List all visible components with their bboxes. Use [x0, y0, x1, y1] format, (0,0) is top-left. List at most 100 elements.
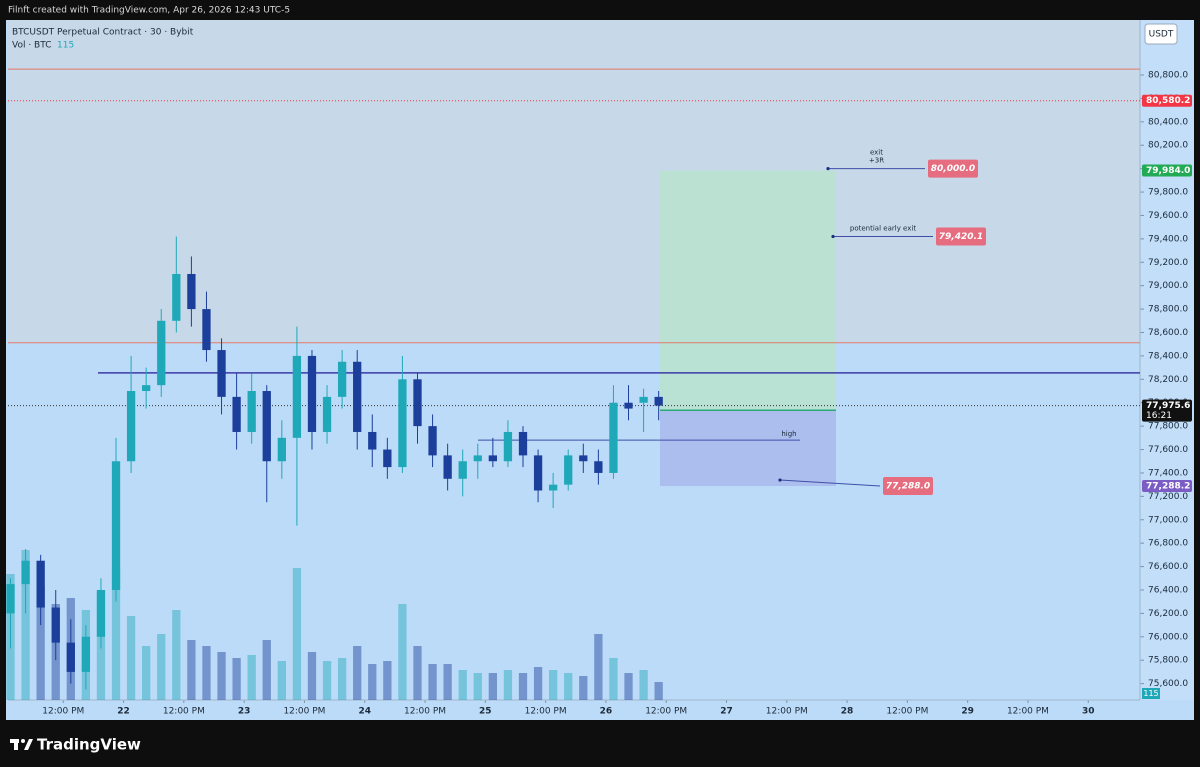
currency-box[interactable]: [1144, 23, 1178, 45]
volume-bar: [111, 568, 121, 700]
annotation-box: [928, 159, 978, 178]
volume-bar: [307, 652, 317, 700]
y-tick-label: 78,800.0: [1148, 305, 1188, 315]
price-axis: [1140, 20, 1194, 700]
target-zone: [660, 170, 836, 411]
annotation-box: [883, 477, 933, 496]
annotation-value: 77,288.0: [886, 482, 930, 492]
currency[interactable]: USDT: [1149, 30, 1174, 40]
candle-body: [428, 426, 437, 456]
y-tick-label: 76,600.0: [1148, 562, 1188, 572]
candle-body: [111, 461, 121, 590]
candle-body: [51, 607, 60, 643]
candle-body: [262, 391, 271, 462]
x-tick-label: 12:00 PM: [283, 707, 325, 717]
volume-bar: [639, 670, 648, 700]
volume-bar: [353, 646, 362, 700]
upper-zone: [8, 20, 1140, 343]
candle-body: [142, 385, 151, 392]
candle-body: [488, 455, 498, 462]
y-tick-label: 79,600.0: [1148, 211, 1188, 221]
volume-bar: [458, 670, 467, 700]
y-tick-label: 76,200.0: [1148, 609, 1188, 619]
x-tick-label: 27: [720, 707, 733, 717]
annotation-box: [936, 227, 986, 246]
volume-bar: [549, 670, 558, 700]
volume-bar: [383, 661, 392, 700]
credit: Filnft created with TradingView.com, Apr…: [8, 6, 290, 16]
x-tick-label: 26: [600, 707, 613, 717]
candle-body: [6, 584, 15, 614]
y-tick-label: 77,400.0: [1148, 468, 1188, 478]
axis-price-label: 77,975.6: [1146, 401, 1190, 411]
volume-bar: [624, 673, 633, 700]
y-tick-label: 76,800.0: [1148, 539, 1188, 549]
y-tick-label: 77,800.0: [1148, 422, 1188, 432]
volume-bar: [443, 664, 452, 700]
volume-bar: [428, 664, 437, 700]
stop-zone: [660, 410, 836, 487]
x-tick-label: 12:00 PM: [645, 707, 687, 717]
candle-body: [368, 431, 377, 450]
candle-body: [398, 379, 407, 468]
countdown: 16:21: [1146, 411, 1172, 421]
candle-body: [337, 361, 347, 397]
volume-bar: [564, 673, 573, 700]
volume-bar: [232, 658, 241, 700]
candle-body: [36, 560, 45, 608]
axis-price-box: [1142, 94, 1192, 107]
volume-bar: [36, 586, 45, 700]
x-tick-label: 25: [479, 707, 492, 717]
axis-price-box: [1142, 480, 1192, 493]
y-tick-label: 77,200.0: [1148, 492, 1188, 502]
brand-logo: [10, 739, 33, 750]
x-tick-label: 12:00 PM: [1007, 707, 1049, 717]
brand: TradingView: [37, 736, 141, 754]
volume-bar: [398, 604, 407, 700]
volume-bar: [518, 673, 528, 700]
annotation-text: +3R: [869, 157, 884, 165]
y-tick-label: 78,600.0: [1148, 328, 1188, 338]
volume-bar: [503, 670, 513, 700]
y-tick-label: 79,000.0: [1148, 281, 1188, 291]
axis-price-label: 77,288.2: [1146, 482, 1190, 492]
volume-bar: [292, 568, 302, 700]
x-tick-label: 28: [841, 707, 854, 717]
high-label: high: [781, 430, 796, 438]
candle-body: [157, 320, 166, 386]
candle-body: [549, 484, 558, 491]
volume-legend-value: 115: [57, 41, 74, 51]
volume-axis-label: 115: [1143, 689, 1158, 698]
candle-body: [624, 402, 633, 409]
y-tick-label: 76,000.0: [1148, 632, 1188, 642]
volume-bar: [157, 634, 166, 700]
annotation-anchor: [831, 234, 835, 239]
candle-body: [247, 391, 256, 432]
volume-bar: [217, 652, 226, 700]
y-tick-label: 79,800.0: [1148, 188, 1188, 198]
candle-body: [217, 350, 226, 397]
y-tick-label: 78,200.0: [1148, 375, 1188, 385]
candle-body: [292, 355, 302, 438]
x-tick-label: 29: [961, 707, 974, 717]
annotation-value: 80,000.0: [931, 164, 975, 174]
axis-price-label: 79,984.0: [1146, 166, 1190, 176]
candle-body: [126, 391, 136, 462]
candle-body: [307, 355, 317, 432]
volume-axis-box: [1142, 688, 1160, 699]
annotation-value: 79,420.1: [939, 232, 983, 242]
y-tick-label: 77,600.0: [1148, 445, 1188, 455]
volume-bar: [473, 673, 482, 700]
candle-body: [353, 361, 362, 432]
volume-bar: [21, 550, 30, 700]
candle-body: [609, 402, 618, 473]
x-tick-label: 12:00 PM: [886, 707, 928, 717]
candle-body: [21, 560, 30, 585]
volume-bar: [322, 661, 332, 700]
candle-body: [458, 461, 467, 479]
y-tick-label: 80,800.0: [1148, 71, 1188, 81]
x-tick-label: 30: [1082, 707, 1095, 717]
candle-body: [232, 396, 241, 432]
volume-bar: [337, 658, 347, 700]
